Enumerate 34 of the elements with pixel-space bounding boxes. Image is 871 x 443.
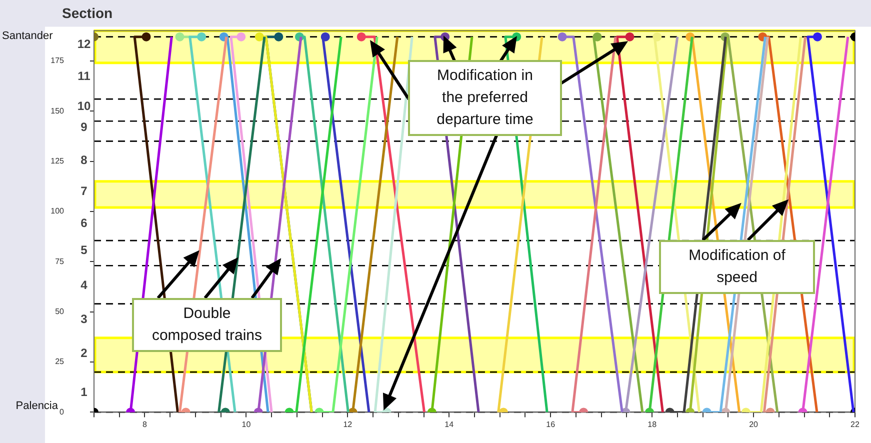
text: 1: [80, 384, 88, 400]
text: 4: [80, 277, 88, 293]
y-tick-label: 0: [60, 407, 65, 416]
text-box: Modification of speed: [659, 240, 815, 294]
x-tick-label: 18: [648, 420, 658, 430]
text: 2: [80, 345, 88, 361]
y-tick-label: 25: [55, 357, 65, 366]
y-tick-label: 75: [55, 256, 65, 266]
text: 8: [80, 152, 88, 168]
text: 9: [80, 119, 88, 135]
text-box: Double composed trains: [132, 298, 282, 352]
x-tick-label: 20: [749, 420, 759, 430]
x-tick-label: 8: [142, 420, 148, 430]
text-box: Modification in the preferred departure time: [408, 60, 562, 136]
y-tick-label: 100: [50, 206, 65, 216]
x-tick-label: 10: [242, 420, 252, 430]
text: 7: [80, 183, 88, 199]
y-axis-title: Section: [62, 5, 113, 21]
x-tick-label: 12: [343, 420, 353, 430]
text: 5: [80, 242, 88, 258]
text: 11: [76, 68, 92, 84]
text: 6: [80, 215, 88, 231]
x-tick-label: 22: [850, 420, 860, 430]
y-tick-label: 50: [55, 307, 65, 316]
text: 3: [80, 311, 88, 327]
x-tick-label: 14: [444, 420, 454, 430]
y-tick-label: 125: [50, 156, 65, 166]
y-tick-label: 150: [50, 106, 65, 116]
text: 12: [76, 36, 92, 52]
x-tick-label: 16: [546, 420, 556, 430]
y-tick-label: 175: [50, 56, 65, 66]
text: Palencia: [14, 399, 58, 414]
text: 10: [76, 98, 92, 114]
text: Santander: [2, 29, 54, 44]
